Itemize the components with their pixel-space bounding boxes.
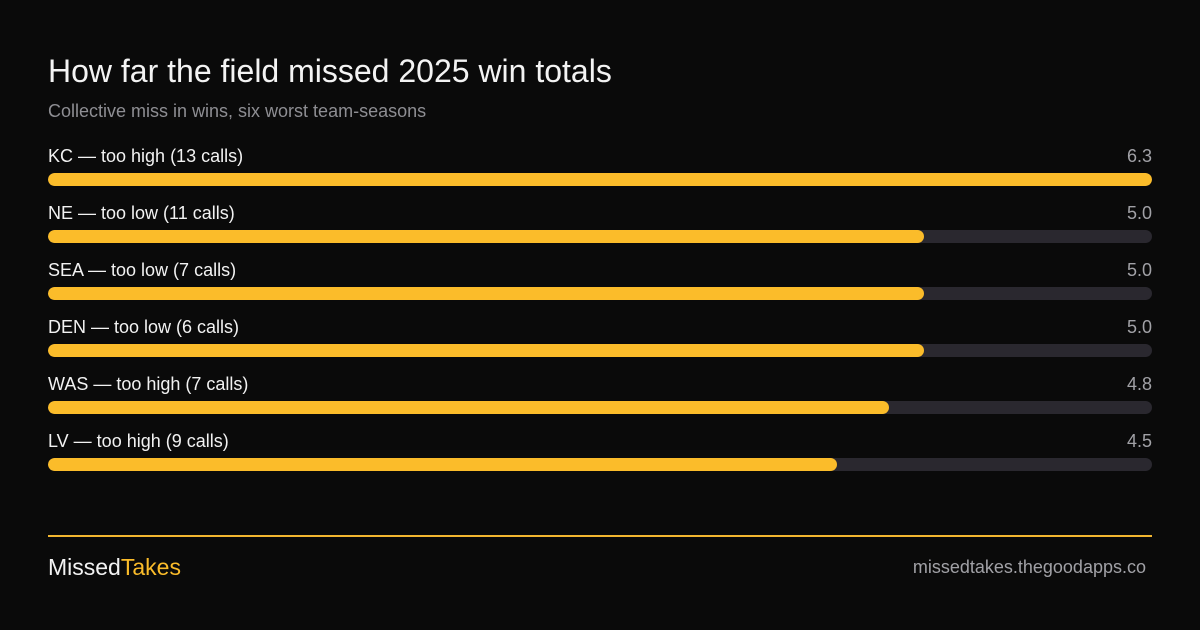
brand-logo: MissedTakes (48, 553, 181, 581)
bar (48, 173, 1152, 186)
bar-row: SEA — too low (7 calls) 5.0 (48, 258, 1152, 315)
bar-label: WAS — too high (7 calls) (48, 374, 249, 394)
footer-divider (48, 535, 1152, 537)
bar-label: LV — too high (9 calls) (48, 431, 229, 451)
bar-chart: KC — too high (13 calls) 6.3 NE — too low … (48, 144, 1152, 486)
bar-value-label: 5.0 (1126, 260, 1152, 280)
bar-track (48, 173, 1152, 186)
bar-value-label: 4.5 (1126, 431, 1152, 451)
bar-row: DEN — too low (6 calls) 5.0 (48, 315, 1152, 372)
chart-card: How far the field missed 2025 win totals… (48, 0, 1152, 630)
bar-track (48, 401, 1152, 414)
bar (48, 287, 925, 300)
bar-row: LV — too high (9 calls) 4.5 (48, 429, 1152, 486)
bar-row: NE — too low (11 calls) 5.0 (48, 201, 1152, 258)
bar (48, 458, 837, 471)
brand-logo-missed: Missed (48, 554, 121, 580)
bar (48, 230, 925, 243)
bar-label: SEA — too low (7 calls) (48, 260, 237, 280)
bar (48, 344, 925, 357)
bar-track (48, 287, 1152, 300)
chart-subtitle: Collective miss in wins, six worst team-… (48, 101, 427, 121)
brand-logo-takes: Takes (120, 554, 181, 580)
bar-label: KC — too high (13 calls) (48, 146, 244, 166)
site-url: missedtakes.thegoodapps.co (912, 557, 1146, 577)
bar-label: NE — too low (11 calls) (48, 203, 235, 223)
bar-value-label: 5.0 (1126, 203, 1152, 223)
bar-value-label: 5.0 (1126, 317, 1152, 337)
bar-track (48, 230, 1152, 243)
bar-label: DEN — too low (6 calls) (48, 317, 240, 337)
bar-track (48, 458, 1152, 471)
bar-value-label: 4.8 (1126, 374, 1152, 394)
bar-row: WAS — too high (7 calls) 4.8 (48, 372, 1152, 429)
bar-value-label: 6.3 (1126, 146, 1152, 166)
chart-title: How far the field missed 2025 win totals (48, 53, 612, 89)
bar-row: KC — too high (13 calls) 6.3 (48, 144, 1152, 201)
bar-track (48, 344, 1152, 357)
bar (48, 401, 890, 414)
